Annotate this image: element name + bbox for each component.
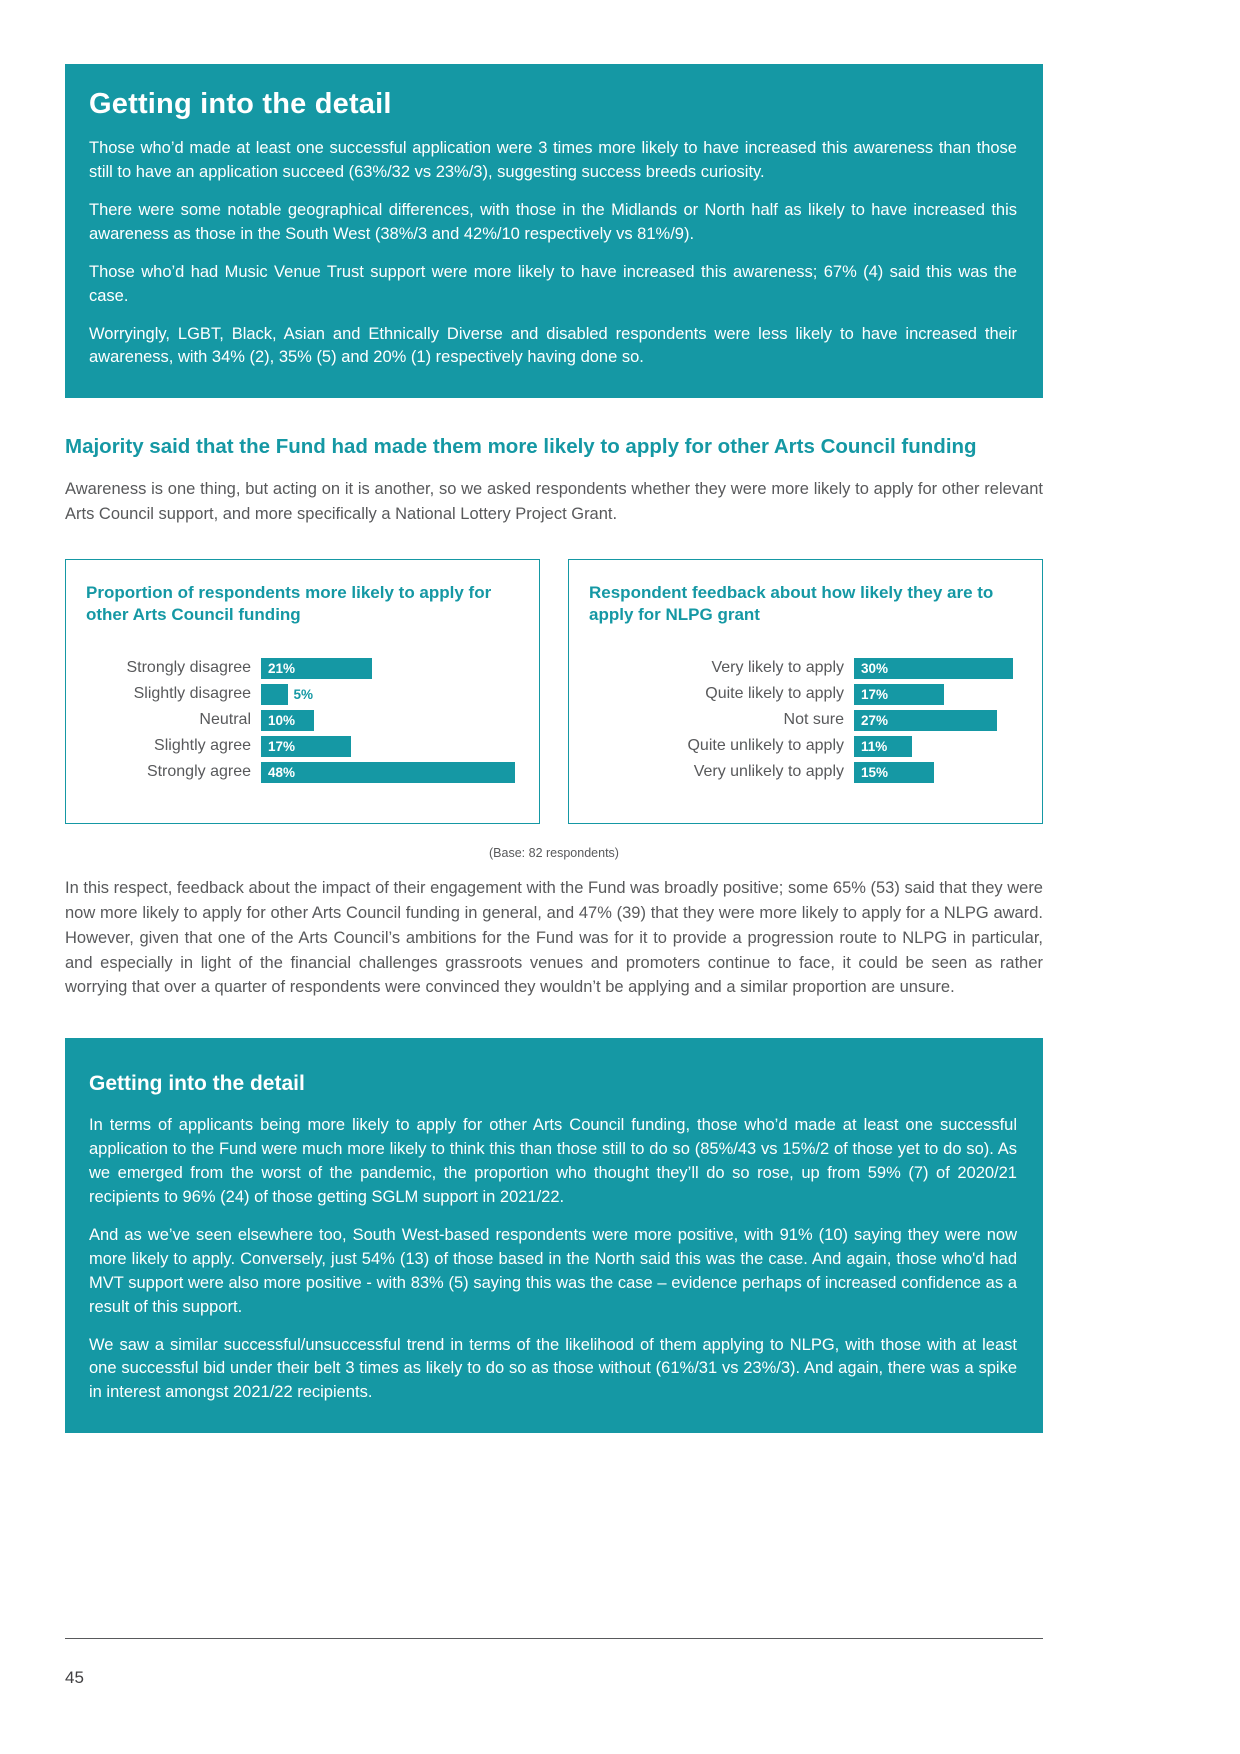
bar-chart: Strongly disagree 21% Slightly disagree 5% N… xyxy=(86,655,519,785)
chart-bar: 11% xyxy=(854,735,913,757)
chart-title: Proportion of respondents more likely to… xyxy=(86,582,492,625)
chart-value-label: 17% xyxy=(861,686,889,702)
chart-bar-track: 21% xyxy=(261,657,519,679)
chart-bar: 17% xyxy=(261,735,352,757)
chart-value-label: 27% xyxy=(861,712,889,728)
chart-value-label: 10% xyxy=(268,712,296,728)
detail-box-top: Getting into the detail Those who’d made… xyxy=(65,64,1043,399)
detail-paragraph: Worryingly, LGBT, Black, Asian and Ethni… xyxy=(89,324,1017,367)
page-content: Getting into the detail Those who’d made… xyxy=(65,0,1043,1434)
chart-title: Respondent feedback about how likely the… xyxy=(589,582,994,625)
chart-value-label: 17% xyxy=(268,738,296,754)
chart-bar: 17% xyxy=(854,683,945,705)
chart-value-label: 30% xyxy=(861,660,889,676)
chart-bar-track: 48% xyxy=(261,761,519,783)
footer-divider xyxy=(65,1638,1043,1639)
chart-value-label: 15% xyxy=(861,764,889,780)
detail-box-bottom-title: Getting into the detail xyxy=(89,1072,305,1096)
detail-paragraph: We saw a similar successful/unsuccessful… xyxy=(89,1335,1017,1402)
chart-bar-track: 5% xyxy=(261,683,519,705)
chart-box-nlpg-grant: Respondent feedback about how likely the… xyxy=(568,558,1043,825)
chart-bar-track: 17% xyxy=(854,683,1022,705)
chart-bar: 27% xyxy=(854,709,998,731)
detail-paragraph: There were some notable geographical dif… xyxy=(89,200,1017,243)
chart-category-label: Quite likely to apply xyxy=(705,685,844,703)
section-heading: Majority said that the Fund had made the… xyxy=(65,435,977,459)
detail-paragraph: In terms of applicants being more likely… xyxy=(89,1116,1017,1206)
chart-row: Slightly disagree 5% xyxy=(86,681,519,707)
section-intro: Awareness is one thing, but acting on it… xyxy=(65,480,1043,523)
chart-category-label: Neutral xyxy=(199,711,251,729)
chart-bar: 21% xyxy=(261,657,373,679)
chart-bar-track: 10% xyxy=(261,709,519,731)
chart-category-label: Slightly disagree xyxy=(133,685,251,703)
chart-bar-track: 11% xyxy=(854,735,1022,757)
bar-chart: Very likely to apply 30% Quite likely to a… xyxy=(589,655,1022,785)
chart-category-label: Slightly agree xyxy=(154,737,251,755)
chart-value-label: 48% xyxy=(268,764,296,780)
charts-row: Proportion of respondents more likely to… xyxy=(65,558,1043,825)
chart-bar-track: 17% xyxy=(261,735,519,757)
detail-box-top-title: Getting into the detail xyxy=(89,88,392,120)
chart-category-label: Strongly disagree xyxy=(126,659,251,677)
chart-category-label: Quite unlikely to apply xyxy=(687,737,844,755)
chart-value-label: 5% xyxy=(293,686,314,702)
chart-bar-track: 27% xyxy=(854,709,1022,731)
page-number: 45 xyxy=(65,1668,84,1687)
detail-paragraph: Those who’d made at least one successful… xyxy=(89,139,1017,181)
chart-row: Quite likely to apply 17% xyxy=(589,681,1022,707)
chart-bar: 48% xyxy=(261,761,516,783)
chart-base-note: (Base: 82 respondents) xyxy=(489,846,619,861)
chart-value-label: 11% xyxy=(861,738,888,754)
chart-bar: 30% xyxy=(854,657,1013,679)
chart-row: Strongly disagree 21% xyxy=(86,655,519,681)
chart-category-label: Not sure xyxy=(783,711,844,729)
chart-category-label: Very unlikely to apply xyxy=(693,763,844,781)
detail-box-bottom: Getting into the detail In terms of appl… xyxy=(65,1038,1043,1434)
chart-row: Slightly agree 17% xyxy=(86,733,519,759)
chart-bar xyxy=(261,683,288,705)
chart-bar: 15% xyxy=(854,761,934,783)
chart-row: Not sure 27% xyxy=(589,707,1022,733)
chart-row: Neutral 10% xyxy=(86,707,519,733)
chart-row: Very unlikely to apply 15% xyxy=(589,759,1022,785)
chart-category-label: Very likely to apply xyxy=(711,659,844,677)
detail-paragraph: Those who’d had Music Venue Trust suppor… xyxy=(89,262,1017,305)
chart-bar-track: 30% xyxy=(854,657,1022,679)
chart-bar-track: 15% xyxy=(854,761,1022,783)
section-analysis: In this respect, feedback about the impa… xyxy=(65,879,1043,997)
detail-paragraph: And as we’ve seen elsewhere too, South W… xyxy=(89,1225,1017,1316)
chart-bar: 10% xyxy=(261,709,314,731)
chart-row: Quite unlikely to apply 11% xyxy=(589,733,1022,759)
chart-row: Strongly agree 48% xyxy=(86,759,519,785)
chart-row: Very likely to apply 30% xyxy=(589,655,1022,681)
chart-box-arts-council-funding: Proportion of respondents more likely to… xyxy=(65,558,540,825)
chart-category-label: Strongly agree xyxy=(146,763,251,781)
chart-value-label: 21% xyxy=(268,660,296,676)
